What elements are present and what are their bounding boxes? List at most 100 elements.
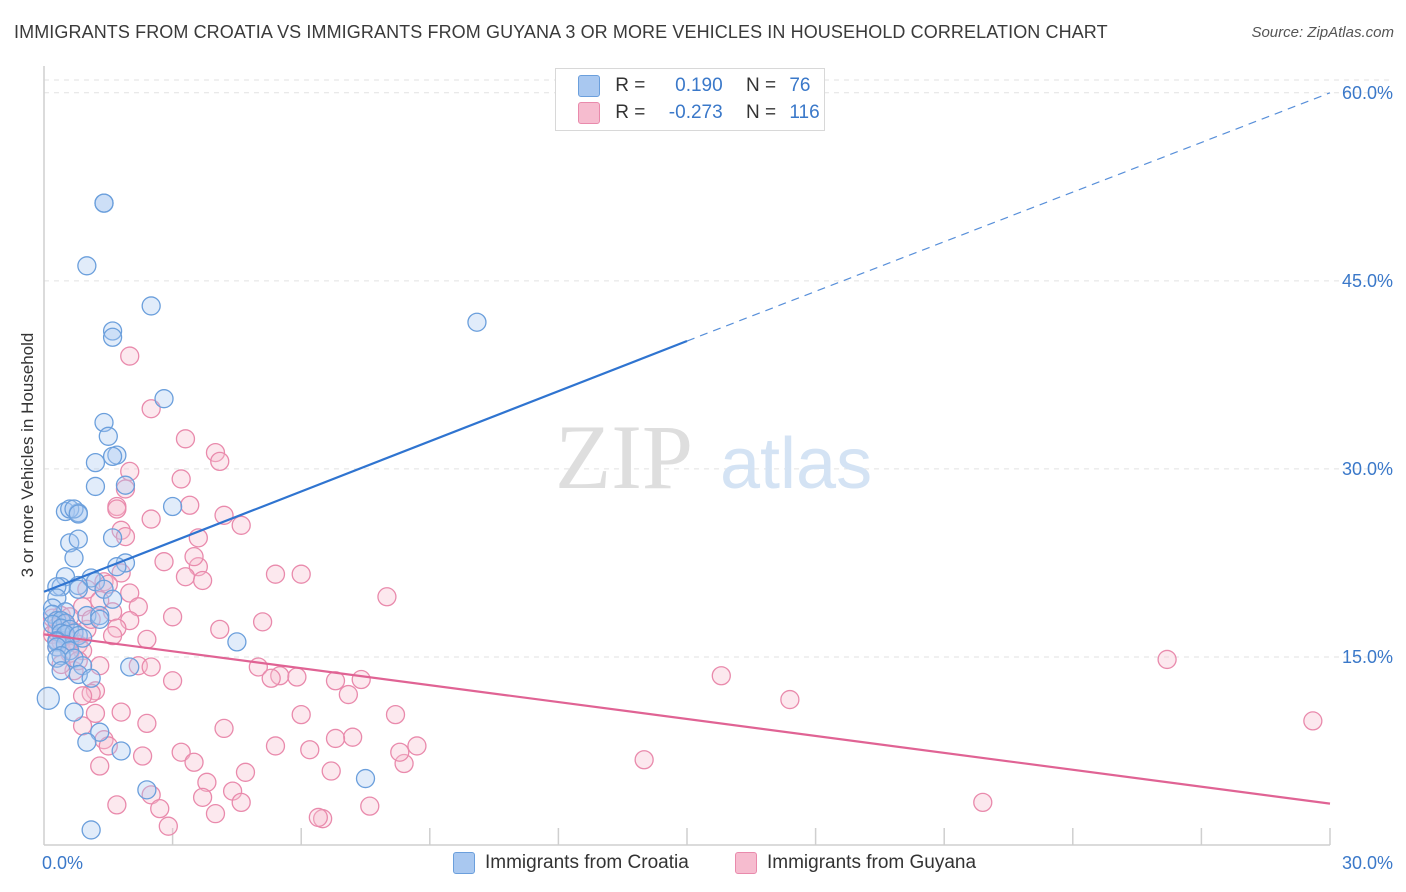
croatia-point bbox=[36, 686, 60, 710]
croatia-point bbox=[51, 661, 71, 681]
guyana-point bbox=[287, 667, 307, 687]
guyana-point bbox=[214, 718, 234, 739]
legend-swatch-croatia bbox=[578, 75, 600, 97]
guyana-point bbox=[360, 796, 380, 816]
guyana-point bbox=[291, 704, 311, 725]
guyana-point bbox=[210, 451, 230, 472]
guyana-point bbox=[231, 515, 251, 535]
guyana-point bbox=[377, 587, 397, 607]
bottom-legend-croatia: Immigrants from Croatia bbox=[453, 852, 689, 874]
guyana-point bbox=[158, 816, 178, 836]
croatia-point bbox=[94, 193, 114, 213]
guyana-point bbox=[90, 756, 110, 776]
guyana-point bbox=[184, 752, 204, 772]
legend-r-label: R = bbox=[615, 102, 646, 124]
guyana-point bbox=[150, 798, 170, 819]
guyana-point bbox=[325, 728, 346, 749]
guyana-point bbox=[128, 597, 148, 617]
croatia-point bbox=[102, 528, 123, 548]
legend-r-label: R = bbox=[615, 75, 646, 97]
guyana-point bbox=[137, 713, 157, 734]
y-tick-label: 60.0% bbox=[1342, 83, 1393, 103]
croatia-point bbox=[68, 529, 88, 549]
croatia-trend-line bbox=[43, 340, 688, 593]
croatia-point bbox=[111, 741, 131, 761]
guyana-point bbox=[261, 668, 281, 688]
guyana-point bbox=[711, 666, 731, 686]
croatia-point bbox=[154, 389, 174, 409]
y-axis-label: 3 or more Vehicles in Household bbox=[18, 332, 37, 578]
watermark-zip: ZIP bbox=[555, 406, 693, 508]
tick-labels: 15.0% 30.0% 45.0% 60.0% 0.0% 30.0% bbox=[42, 83, 1393, 873]
x-tick-label-end: 30.0% bbox=[1342, 853, 1393, 873]
croatia-point bbox=[102, 327, 123, 347]
guyana-point bbox=[205, 804, 226, 824]
guyana-point bbox=[175, 567, 196, 587]
guyana-point bbox=[407, 736, 427, 756]
guyana-point bbox=[1303, 711, 1323, 731]
trend-lines bbox=[43, 92, 1331, 805]
guyana-point bbox=[107, 795, 127, 815]
croatia-point bbox=[137, 780, 157, 800]
croatia-trend-extension bbox=[686, 92, 1331, 342]
croatia-point bbox=[77, 732, 97, 752]
source-label: Source: ZipAtlas.com bbox=[1251, 24, 1394, 41]
guyana-point bbox=[141, 657, 161, 677]
watermark: ZIP atlas bbox=[555, 406, 872, 508]
guyana-point bbox=[351, 669, 371, 690]
legend-n-guyana: 116 bbox=[789, 102, 820, 124]
legend-n-croatia: 76 bbox=[789, 75, 811, 97]
croatia-point bbox=[81, 820, 101, 840]
croatia-point bbox=[102, 446, 123, 467]
croatia-point bbox=[467, 312, 487, 332]
guyana-point bbox=[102, 625, 123, 646]
croatia-point bbox=[90, 609, 110, 629]
guyana-point bbox=[265, 564, 286, 584]
legend-row-croatia: R = 0.190 N = 76 bbox=[578, 75, 810, 99]
guyana-point bbox=[780, 689, 800, 710]
guyana-point bbox=[1157, 649, 1177, 670]
croatia-point bbox=[102, 321, 123, 341]
guyana-point bbox=[162, 607, 183, 627]
stats-legend: R = 0.190 N = 76 R = -0.273 N = 116 bbox=[555, 68, 825, 131]
guyana-point bbox=[338, 684, 359, 705]
croatia-point bbox=[162, 496, 183, 517]
guyana-point bbox=[141, 509, 161, 529]
guyana-point bbox=[252, 612, 273, 632]
croatia-point bbox=[64, 548, 84, 568]
guyana-point bbox=[291, 564, 311, 584]
croatia-point bbox=[98, 426, 118, 446]
guyana-point bbox=[141, 399, 161, 419]
croatia-point bbox=[81, 668, 101, 688]
legend-r-guyana: -0.273 bbox=[668, 102, 723, 124]
guyana-point bbox=[308, 807, 328, 828]
guyana-point bbox=[85, 703, 106, 724]
guyana-point bbox=[72, 686, 93, 706]
croatia-point bbox=[85, 476, 106, 497]
guyana-point bbox=[385, 704, 406, 725]
guyana-point bbox=[120, 583, 140, 603]
legend-swatch-guyana bbox=[578, 102, 600, 124]
legend-n-label: N = bbox=[745, 75, 777, 97]
guyana-point bbox=[205, 442, 226, 463]
bottom-legend-swatch-croatia bbox=[453, 852, 475, 874]
croatia-point bbox=[355, 768, 376, 789]
guyana-point bbox=[300, 740, 320, 760]
bottom-legend-swatch-guyana bbox=[735, 852, 757, 874]
guyana-point bbox=[973, 792, 993, 813]
bottom-legend-label-croatia: Immigrants from Croatia bbox=[485, 852, 689, 874]
y-tick-label: 15.0% bbox=[1342, 647, 1393, 667]
croatia-point bbox=[47, 648, 67, 668]
guyana-point bbox=[634, 750, 654, 770]
croatia-point bbox=[115, 475, 136, 495]
guyana-point bbox=[171, 742, 191, 762]
guyana-point bbox=[171, 469, 191, 489]
guyana-point bbox=[394, 753, 414, 774]
croatia-point bbox=[120, 657, 140, 677]
guyana-point bbox=[175, 429, 196, 449]
legend-n-label: N = bbox=[745, 102, 777, 124]
guyana-point bbox=[184, 547, 204, 567]
guyana-point bbox=[210, 619, 230, 640]
guyana-trend-line bbox=[43, 633, 1331, 805]
